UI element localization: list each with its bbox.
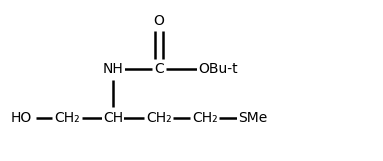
Text: NH: NH (103, 62, 123, 76)
Text: CH₂: CH₂ (54, 111, 80, 124)
Text: CH₂: CH₂ (192, 111, 218, 124)
Text: HO: HO (10, 111, 32, 124)
Text: SMe: SMe (238, 111, 267, 124)
Text: C: C (154, 62, 164, 76)
Text: CH: CH (103, 111, 123, 124)
Text: O: O (154, 14, 164, 28)
Text: OBu-t: OBu-t (198, 62, 238, 76)
Text: CH₂: CH₂ (146, 111, 172, 124)
